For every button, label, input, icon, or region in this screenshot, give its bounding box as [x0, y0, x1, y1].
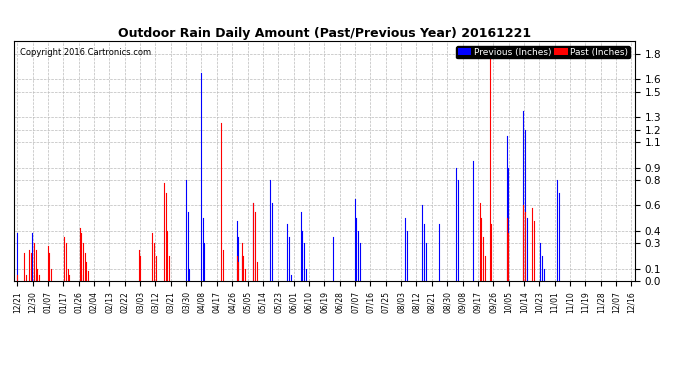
- Title: Outdoor Rain Daily Amount (Past/Previous Year) 20161221: Outdoor Rain Daily Amount (Past/Previous…: [118, 27, 531, 40]
- Text: Copyright 2016 Cartronics.com: Copyright 2016 Cartronics.com: [20, 48, 151, 57]
- Legend: Previous (Inches), Past (Inches): Previous (Inches), Past (Inches): [456, 46, 630, 58]
